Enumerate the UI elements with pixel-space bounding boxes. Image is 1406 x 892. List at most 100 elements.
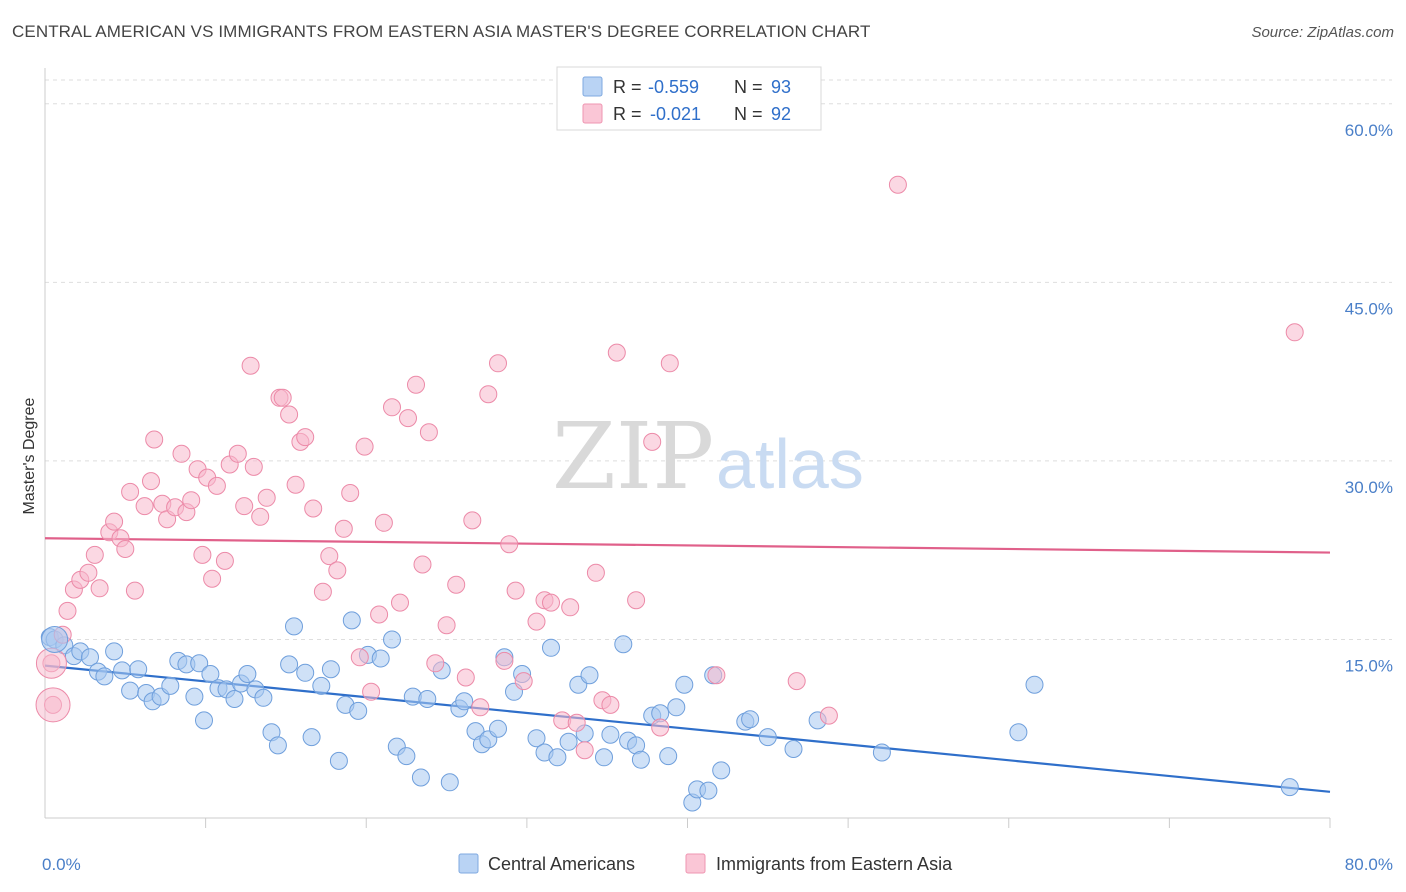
point-eastern-asia bbox=[193, 545, 212, 564]
point-eastern-asia bbox=[399, 409, 417, 428]
y-tick-label: 15.0% bbox=[1345, 656, 1393, 675]
point-eastern-asia bbox=[495, 651, 514, 670]
point-central-americans bbox=[342, 611, 361, 630]
point-central-americans bbox=[712, 761, 731, 780]
point-central-americans bbox=[548, 748, 567, 767]
point-central-americans bbox=[675, 675, 694, 694]
legend-n-label-2: N = bbox=[734, 104, 763, 124]
legend-n-label-1: N = bbox=[734, 77, 763, 97]
point-eastern-asia bbox=[257, 488, 276, 507]
point-eastern-asia bbox=[575, 741, 594, 760]
point-central-americans bbox=[667, 698, 686, 717]
point-central-americans bbox=[559, 732, 578, 751]
point-central-americans bbox=[113, 661, 132, 680]
point-central-americans bbox=[95, 667, 114, 686]
legend-r-value-2: -0.021 bbox=[650, 104, 701, 124]
point-central-americans bbox=[440, 773, 459, 792]
point-eastern-asia bbox=[172, 444, 191, 463]
legend-n-value-2: 92 bbox=[771, 104, 791, 124]
point-eastern-asia bbox=[355, 437, 374, 456]
point-eastern-asia bbox=[207, 476, 226, 495]
x-axis-ticks bbox=[205, 818, 1331, 828]
point-eastern-asia bbox=[514, 672, 533, 691]
point-eastern-asia bbox=[447, 575, 466, 594]
point-eastern-asia bbox=[500, 535, 519, 554]
point-eastern-asia bbox=[241, 356, 260, 375]
y-tick-labels: 15.0% 30.0% 45.0% 60.0% bbox=[1345, 121, 1393, 676]
series-legend-swatch-pink bbox=[685, 853, 706, 874]
point-eastern-asia bbox=[471, 698, 490, 717]
data-points bbox=[35, 175, 1304, 812]
source-credit: Source: ZipAtlas.com bbox=[1251, 24, 1394, 41]
point-eastern-asia bbox=[542, 593, 560, 612]
point-central-americans bbox=[190, 654, 209, 673]
watermark: ZIP atlas bbox=[552, 403, 864, 510]
point-eastern-asia bbox=[419, 423, 438, 442]
point-eastern-asia bbox=[35, 687, 71, 723]
point-central-americans bbox=[580, 666, 599, 685]
point-eastern-asia bbox=[479, 385, 498, 404]
point-central-americans bbox=[268, 736, 287, 755]
legend-swatch-pink bbox=[582, 103, 603, 124]
point-central-americans bbox=[699, 781, 718, 800]
point-eastern-asia bbox=[567, 713, 586, 732]
point-central-americans bbox=[411, 768, 430, 787]
y-axis-label: Master's Degree bbox=[21, 397, 38, 514]
legend-r-label-2: R = bbox=[613, 104, 642, 124]
watermark-zip: ZIP bbox=[552, 403, 714, 510]
stats-legend: R = -0.559 N = 93 R = -0.021 N = 92 bbox=[556, 66, 822, 131]
point-eastern-asia bbox=[660, 354, 679, 373]
point-eastern-asia bbox=[286, 475, 305, 494]
point-central-americans bbox=[285, 617, 303, 636]
point-eastern-asia bbox=[296, 428, 315, 447]
watermark-atlas: atlas bbox=[716, 425, 864, 503]
point-central-americans bbox=[595, 748, 613, 767]
point-central-americans bbox=[254, 688, 273, 707]
point-eastern-asia bbox=[125, 581, 144, 600]
legend-r-label-1: R = bbox=[613, 77, 642, 97]
point-eastern-asia bbox=[116, 540, 135, 558]
point-eastern-asia bbox=[58, 601, 77, 620]
point-eastern-asia bbox=[320, 547, 339, 566]
point-eastern-asia bbox=[643, 432, 662, 451]
point-eastern-asia bbox=[707, 666, 726, 685]
point-central-americans bbox=[631, 750, 650, 769]
point-eastern-asia bbox=[374, 513, 393, 532]
x-tick-label-max: 80.0% bbox=[1345, 855, 1393, 874]
point-eastern-asia bbox=[651, 718, 670, 737]
point-central-americans bbox=[784, 740, 803, 758]
point-central-americans bbox=[383, 630, 401, 649]
legend-swatch-blue bbox=[582, 76, 603, 97]
point-eastern-asia bbox=[527, 612, 546, 631]
point-eastern-asia bbox=[121, 482, 140, 501]
point-eastern-asia bbox=[391, 593, 409, 612]
point-central-americans bbox=[312, 676, 331, 695]
series-legend: Central Americans Immigrants from Easter… bbox=[458, 853, 953, 874]
point-central-americans bbox=[302, 728, 321, 747]
point-eastern-asia bbox=[215, 551, 234, 570]
point-central-americans bbox=[185, 687, 204, 706]
point-central-americans bbox=[1025, 675, 1044, 694]
point-central-americans bbox=[201, 665, 220, 683]
point-central-americans bbox=[161, 676, 180, 695]
point-eastern-asia bbox=[456, 668, 475, 687]
point-eastern-asia bbox=[273, 388, 292, 407]
point-central-americans bbox=[371, 649, 390, 668]
point-central-americans bbox=[349, 701, 368, 720]
point-eastern-asia bbox=[228, 444, 247, 463]
point-central-americans bbox=[418, 690, 437, 708]
point-central-americans bbox=[741, 710, 760, 729]
series-legend-label-pink: Immigrants from Eastern Asia bbox=[716, 854, 953, 874]
point-eastern-asia bbox=[145, 430, 164, 449]
point-eastern-asia bbox=[244, 457, 263, 476]
point-central-americans bbox=[758, 728, 777, 747]
point-eastern-asia bbox=[280, 405, 299, 424]
point-central-americans bbox=[527, 729, 546, 748]
point-eastern-asia bbox=[413, 555, 432, 574]
point-eastern-asia bbox=[105, 512, 124, 531]
point-eastern-asia bbox=[437, 616, 456, 635]
series-legend-label-blue: Central Americans bbox=[488, 854, 635, 874]
point-eastern-asia bbox=[463, 511, 482, 530]
point-eastern-asia bbox=[383, 398, 401, 417]
point-eastern-asia bbox=[85, 545, 104, 564]
